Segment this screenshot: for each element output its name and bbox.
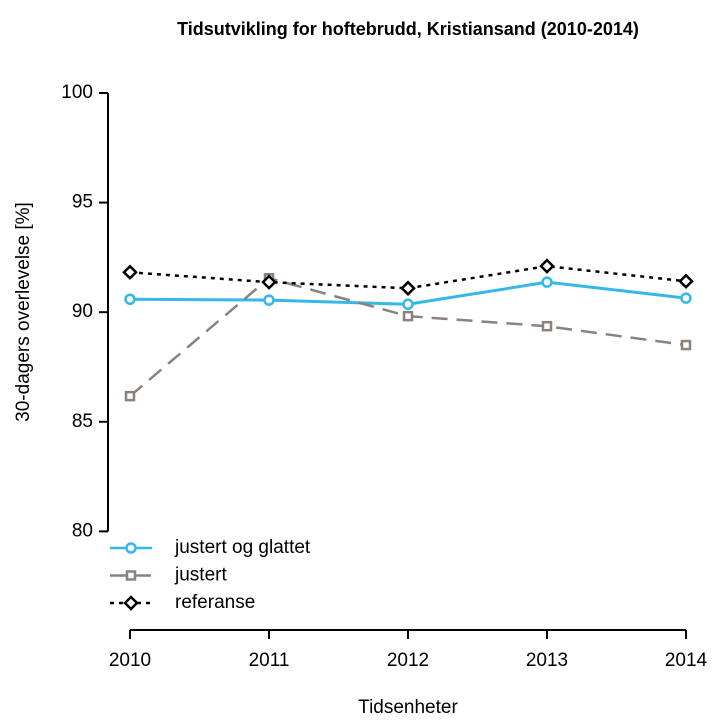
legend-label: justert [174, 565, 227, 586]
series-line [129, 264, 687, 290]
marker [541, 320, 553, 332]
marker [124, 293, 136, 306]
marker [680, 292, 692, 304]
marker [541, 276, 553, 288]
marker [539, 258, 555, 274]
y-tick-label: 80 [72, 520, 93, 541]
legend-label: justert og glattet [174, 537, 311, 558]
y-axis-label: 30-dagers overlevelse [%] [13, 202, 34, 422]
x-tick-label: 2012 [387, 650, 429, 671]
marker [124, 390, 136, 402]
marker [261, 274, 277, 290]
legend: justert og glattet justert referanse [110, 537, 311, 613]
marker [680, 339, 692, 351]
x-tick-label: 2010 [109, 650, 151, 671]
legend-marker [123, 595, 139, 611]
y-tick-label: 100 [61, 82, 93, 103]
marker [400, 280, 416, 297]
x-tick-label: 2011 [249, 650, 290, 671]
marker [263, 294, 275, 306]
legend-marker [125, 542, 137, 554]
y-tick-label: 95 [72, 192, 93, 213]
x-axis-label: Tidsenheter [358, 697, 458, 718]
legend-label: referanse [175, 592, 255, 613]
x-tick-label: 2014 [665, 650, 708, 671]
legend-marker [125, 570, 137, 581]
y-tick-label: 85 [72, 411, 93, 432]
chart-title: Tidsutvikling for hoftebrudd, Kristiansa… [177, 19, 639, 39]
marker [678, 273, 694, 290]
x-tick-label: 2013 [526, 650, 568, 671]
marker [402, 298, 414, 311]
y-tick-label: 90 [72, 301, 93, 322]
marker [402, 310, 414, 322]
marker [122, 264, 138, 281]
